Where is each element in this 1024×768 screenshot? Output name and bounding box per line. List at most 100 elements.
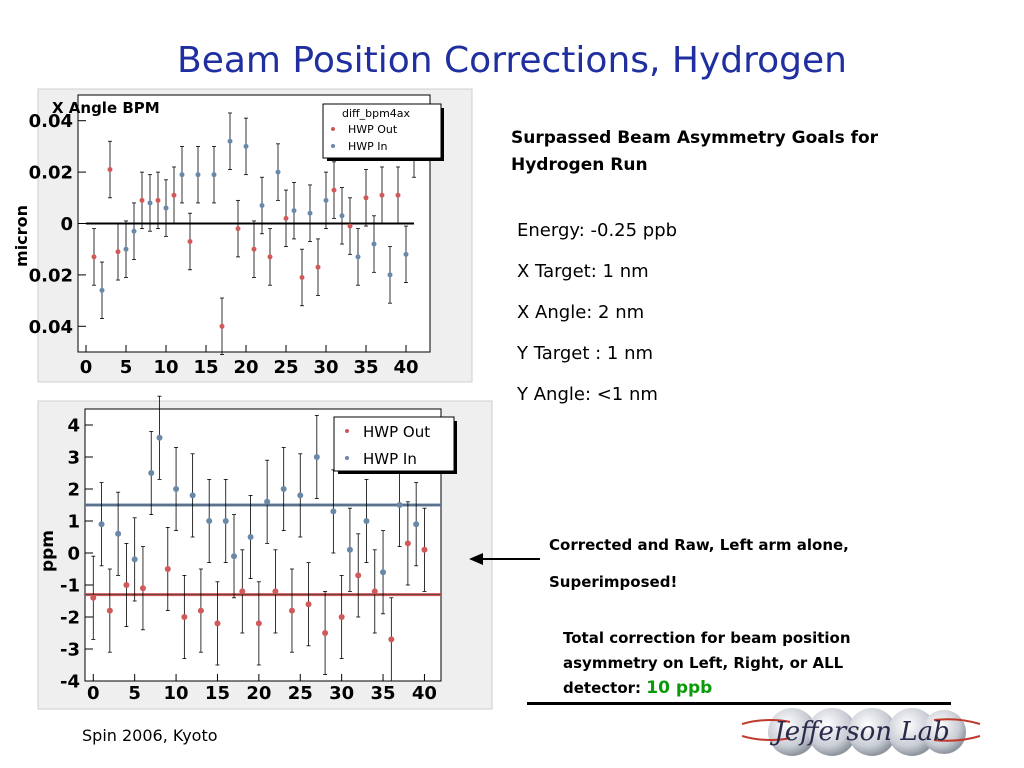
chart1-point-hwp-out <box>251 246 257 252</box>
chart1-ytick-label: 0.04 <box>29 111 73 132</box>
chart2-point-hwp-out <box>90 594 97 601</box>
chart1-xtick-label: 25 <box>273 357 298 378</box>
chart1-point-hwp-in <box>387 272 393 278</box>
chart2-point-hwp-in <box>313 454 320 460</box>
chart1-ytick-label: 0.04 <box>29 317 73 338</box>
chart2-point-hwp-out <box>404 540 411 547</box>
chart2-ytick-label: 4 <box>67 415 80 436</box>
chart1-xtick-label: 35 <box>353 357 378 378</box>
chart2-point-hwp-out <box>388 636 395 643</box>
chart2-ytick-label: 2 <box>67 479 80 500</box>
chart2-point-hwp-out <box>305 601 312 608</box>
chart2-xtick-label: 0 <box>87 683 100 704</box>
chart2-point-hwp-out <box>214 620 221 627</box>
chart1-xtick-label: 20 <box>233 357 258 378</box>
logo-text: Jefferson Lab <box>769 717 949 747</box>
chart1-legend-marker-hwp-out <box>331 127 335 131</box>
chart1-xtick-label: 5 <box>120 357 133 378</box>
chart2-point-hwp-out <box>288 607 295 614</box>
chart1-point-hwp-out <box>187 238 193 244</box>
chart2-point-hwp-in <box>413 521 420 528</box>
chart1-point-hwp-out <box>235 226 241 232</box>
chart1-point-hwp-out <box>395 192 401 198</box>
chart1-point-hwp-out <box>171 192 177 198</box>
chart1-point-hwp-in <box>195 172 201 178</box>
chart2-point-hwp-out <box>421 546 428 553</box>
chart2-ytick-label: -2 <box>60 607 80 628</box>
chart1-point-hwp-in <box>123 246 129 252</box>
chart2-point-hwp-in <box>264 498 271 505</box>
note-corrected: Corrected and Raw, Left arm alone, Super… <box>549 536 849 591</box>
jefferson-lab-logo: Jefferson Lab <box>742 708 981 756</box>
chart1-point-hwp-out <box>107 167 113 173</box>
chart1-ytick-label: 0 <box>60 214 73 235</box>
chart2-xtick-label: 15 <box>205 683 230 704</box>
chart2-point-hwp-in <box>148 470 155 476</box>
chart1-legend-marker-hwp-in <box>331 144 335 148</box>
chart-x-angle-bpm: X Angle BPM micron 0 5 10 15 20 25 30 35 40 0.04 0… <box>12 88 473 383</box>
chart2-xtick-label: 40 <box>412 683 437 704</box>
chart2-point-hwp-in <box>173 486 180 492</box>
goals-list: Energy: -0.25 ppb X Target: 1 nm X Angle… <box>517 210 677 415</box>
chart1-point-hwp-in <box>163 205 169 211</box>
chart2-point-hwp-out <box>272 588 279 595</box>
chart1-point-hwp-in <box>403 251 409 257</box>
chart2-point-hwp-out <box>338 614 345 620</box>
chart2-point-hwp-in <box>156 434 163 441</box>
chart2-point-hwp-in <box>131 556 138 563</box>
chart1-point-hwp-out <box>347 223 353 229</box>
chart1-point-hwp-in <box>243 143 249 149</box>
chart2-point-hwp-out <box>197 607 204 614</box>
chart1-point-hwp-in <box>275 169 281 175</box>
footer-text: Spin 2006, Kyoto <box>82 726 218 745</box>
chart2-xtick-label: 10 <box>164 683 189 704</box>
chart1-point-hwp-out <box>299 274 305 280</box>
chart1-point-hwp-in <box>179 172 185 178</box>
chart1-point-hwp-in <box>227 138 233 144</box>
chart1-point-hwp-out <box>363 195 369 201</box>
arrow-icon <box>469 553 540 565</box>
chart2-point-hwp-in <box>231 553 238 560</box>
chart1-point-hwp-in <box>371 241 377 247</box>
chart2-point-hwp-in <box>363 518 370 524</box>
chart2-xtick-label: 5 <box>128 683 141 704</box>
chart2-point-hwp-in <box>330 508 337 515</box>
chart2-xtick-label: 35 <box>371 683 396 704</box>
chart2-legend-marker-hwp-in <box>345 456 349 460</box>
chart2-point-hwp-out <box>106 607 113 614</box>
chart2-xtick-label: 30 <box>329 683 354 704</box>
chart1-legend-hwp-out: HWP Out <box>348 123 398 136</box>
chart2-point-hwp-in <box>297 492 304 499</box>
chart2-ytick-label: -1 <box>60 575 80 596</box>
chart2-point-hwp-out <box>181 614 188 620</box>
chart2-legend: HWP Out HWP In <box>333 416 457 474</box>
chart1-ytick-label: 0.02 <box>29 163 73 184</box>
chart1-ytick-label: 0.02 <box>29 265 73 286</box>
slide-title: Beam Position Corrections, Hydrogen <box>177 40 847 81</box>
note-total-text: Total correction for beam position asymm… <box>563 629 851 697</box>
chart1-point-hwp-out <box>315 264 321 270</box>
chart2-point-hwp-in <box>380 569 387 576</box>
chart1-point-hwp-in <box>147 200 153 206</box>
chart1-ylabel: micron <box>12 205 31 267</box>
chart1-point-hwp-in <box>355 254 361 260</box>
chart2-point-hwp-in <box>115 530 122 537</box>
chart2-xtick-label: 25 <box>288 683 313 704</box>
chart1-xtick-label: 40 <box>393 357 418 378</box>
chart2-ytick-label: 1 <box>67 511 80 532</box>
goal-x-angle: X Angle: 2 nm <box>517 302 645 323</box>
chart1-point-hwp-out <box>91 254 97 260</box>
note-total-value: 10 ppb <box>646 678 713 698</box>
chart1-point-hwp-out <box>115 249 121 255</box>
chart2-point-hwp-out <box>123 582 130 588</box>
chart1-xtick-label: 10 <box>153 357 178 378</box>
chart2-legend-marker-hwp-out <box>345 429 349 433</box>
chart1-xtick-label: 15 <box>193 357 218 378</box>
goal-y-angle: Y Angle: <1 nm <box>517 384 658 405</box>
chart1-legend-hwp-in: HWP In <box>348 140 388 153</box>
chart1-point-hwp-in <box>211 172 217 178</box>
divider-line <box>527 702 951 705</box>
chart1-point-hwp-in <box>339 213 345 219</box>
chart2-xtick-label: 20 <box>246 683 271 704</box>
